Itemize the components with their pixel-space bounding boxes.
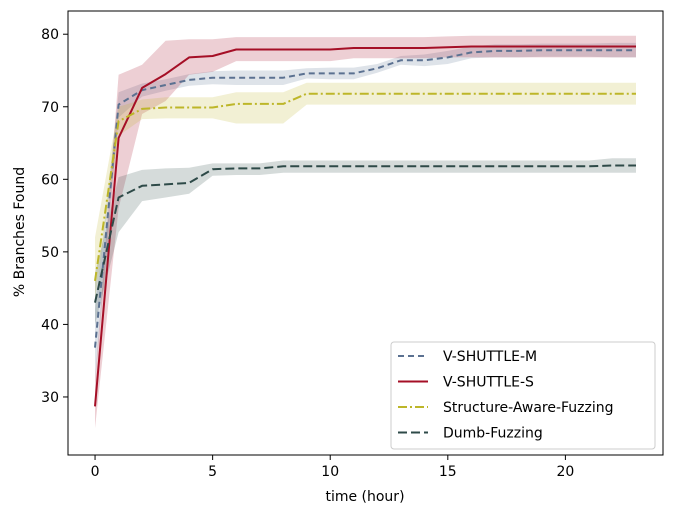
x-tick-label: 20 — [556, 464, 574, 480]
legend-label-v-shuttle-s: V-SHUTTLE-S — [443, 375, 534, 391]
x-tick-label: 10 — [321, 464, 339, 480]
band-v-shuttle-s — [95, 35, 636, 429]
line-structure-aware-fuzzing — [94, 92, 636, 282]
x-tick-label: 15 — [439, 464, 457, 480]
legend-label-structure-aware-fuzzing: Structure-Aware-Fuzzing — [443, 400, 614, 416]
line-dumb-fuzzing — [94, 164, 636, 303]
band-structure-aware-fuzzing — [95, 82, 636, 299]
legend-label-v-shuttle-m: V-SHUTTLE-M — [443, 349, 537, 365]
line-v-shuttle-s — [94, 45, 636, 407]
y-tick-label: 50 — [41, 245, 59, 261]
legend-box — [390, 341, 656, 450]
band-dumb-fuzzing — [95, 158, 636, 325]
y-axis-label: % Branches Found — [12, 167, 28, 297]
plot-frame — [67, 10, 664, 456]
y-tick-label: 40 — [41, 317, 59, 333]
x-tick-label: 5 — [208, 464, 217, 480]
y-tick-label: 60 — [41, 172, 59, 188]
line-v-shuttle-m — [94, 49, 636, 348]
y-tick-label: 80 — [41, 27, 59, 43]
legend-label-dumb-fuzzing: Dumb-Fuzzing — [443, 426, 543, 442]
x-axis-label: time (hour) — [325, 489, 404, 505]
legend: V-SHUTTLE-M V-SHUTTLE-S Structure-Aware-Fu… — [390, 341, 656, 450]
x-tick-label: 0 — [91, 464, 100, 480]
y-tick-label: 30 — [41, 390, 59, 406]
y-tick-label: 70 — [41, 100, 59, 116]
